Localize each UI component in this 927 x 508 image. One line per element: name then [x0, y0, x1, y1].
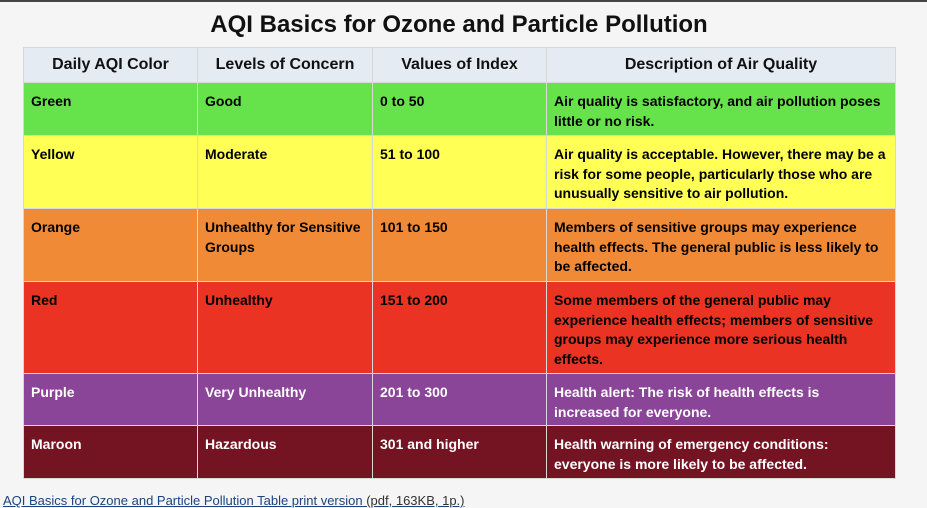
cell-values: 201 to 300 — [372, 373, 547, 426]
cell-description: Air quality is satisfactory, and air pol… — [546, 82, 896, 136]
aqi-table: Daily AQI Color Levels of Concern Values… — [23, 47, 896, 479]
header-values: Values of Index — [372, 47, 547, 83]
cell-description: Some members of the general public may e… — [546, 281, 896, 374]
page-title: AQI Basics for Ozone and Particle Pollut… — [210, 11, 708, 38]
cell-level: Moderate — [197, 135, 373, 209]
cell-level: Unhealthy for Sensitive Groups — [197, 208, 373, 282]
cell-color: Maroon — [23, 425, 198, 479]
cell-values: 301 and higher — [372, 425, 547, 479]
table-row: Yellow Moderate 51 to 100 Air quality is ac… — [23, 135, 896, 209]
table-row: Orange Unhealthy for Sensitive Groups 101 … — [23, 208, 896, 282]
print-link-meta: (pdf, 163KB, 1p.) — [362, 493, 465, 508]
cell-description: Health warning of emergency conditions: … — [546, 425, 896, 479]
cell-level: Good — [197, 82, 373, 136]
cell-color: Red — [23, 281, 198, 374]
print-version-link[interactable]: AQI Basics for Ozone and Particle Pollut… — [3, 493, 465, 508]
cell-level: Very Unhealthy — [197, 373, 373, 426]
cell-color: Green — [23, 82, 198, 136]
header-description: Description of Air Quality — [546, 47, 896, 83]
cell-values: 151 to 200 — [372, 281, 547, 374]
print-link-text[interactable]: AQI Basics for Ozone and Particle Pollut… — [3, 493, 363, 508]
cell-color: Yellow — [23, 135, 198, 209]
table-header-row: Daily AQI Color Levels of Concern Values… — [23, 47, 896, 83]
table-row: Red Unhealthy 151 to 200 Some members of th… — [23, 281, 896, 374]
table-row: Green Good 0 to 50 Air quality is satisfact… — [23, 82, 896, 136]
cell-level: Hazardous — [197, 425, 373, 479]
header-level: Levels of Concern — [197, 47, 373, 83]
cell-level: Unhealthy — [197, 281, 373, 374]
cell-color: Purple — [23, 373, 198, 426]
cell-color: Orange — [23, 208, 198, 282]
table-row: Purple Very Unhealthy 201 to 300 Health ale… — [23, 373, 896, 426]
cell-description: Members of sensitive groups may experien… — [546, 208, 896, 282]
cell-values: 101 to 150 — [372, 208, 547, 282]
cell-values: 0 to 50 — [372, 82, 547, 136]
table-row: Maroon Hazardous 301 and higher Health warn… — [23, 425, 896, 479]
cell-description: Air quality is acceptable. However, ther… — [546, 135, 896, 209]
cell-description: Health alert: The risk of health effects… — [546, 373, 896, 426]
header-color: Daily AQI Color — [23, 47, 198, 83]
cell-values: 51 to 100 — [372, 135, 547, 209]
